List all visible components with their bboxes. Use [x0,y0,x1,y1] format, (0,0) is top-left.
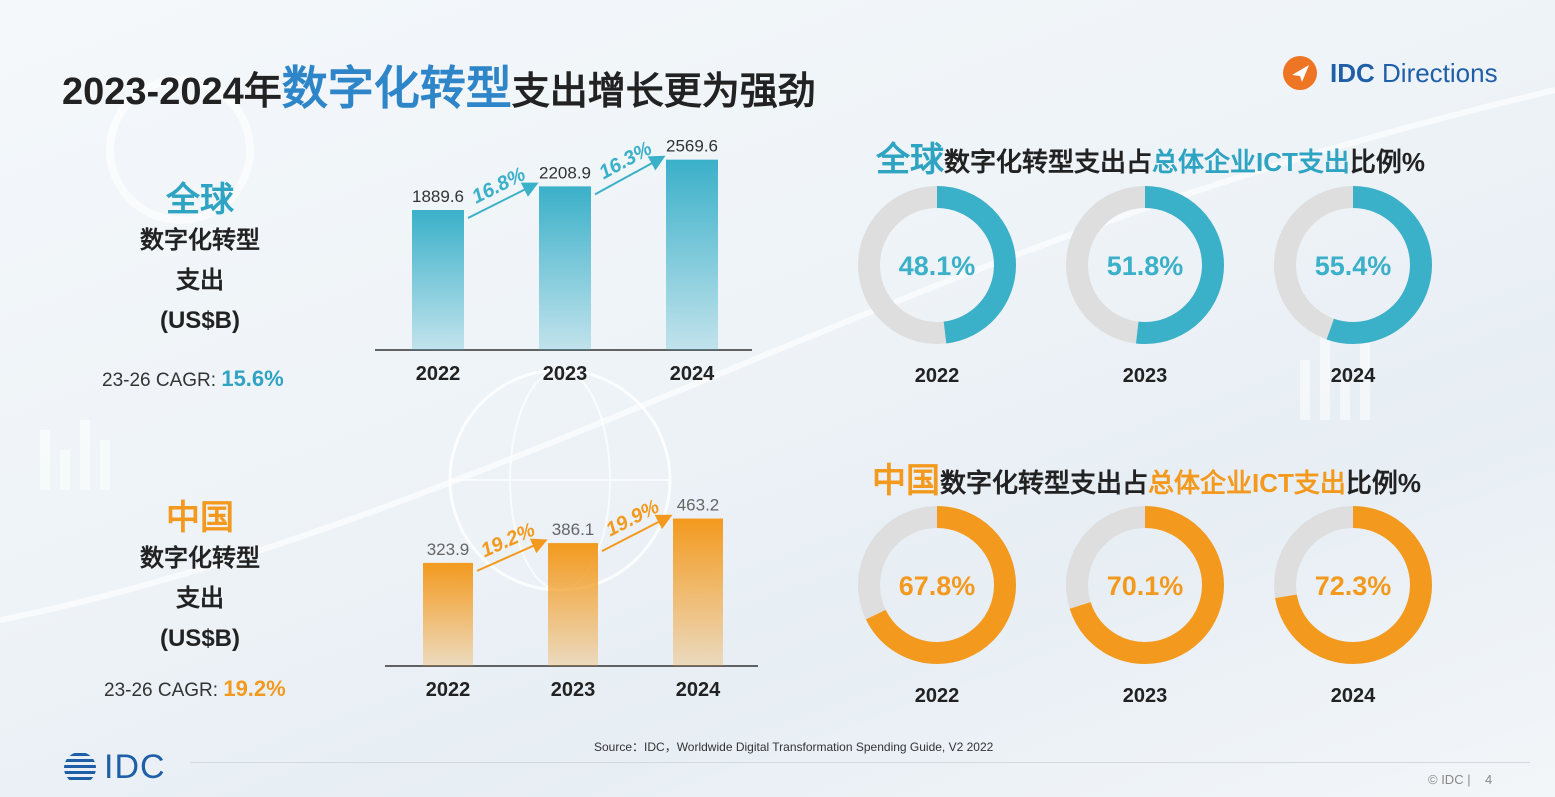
footer-copyright: © IDC | [1428,772,1471,787]
bar-value-label-2024: 463.2 [677,496,720,515]
bar-value-label-2022: 1889.6 [412,187,464,206]
global-sub-1: 数字化转型 [140,227,260,254]
donut-slice-2023 [1066,506,1224,664]
donut-slice-2022 [858,506,1016,664]
idc-logo-text: IDC [104,748,166,786]
global-share-title-region: 全球 [876,141,944,179]
page-number: 4 [1485,772,1493,787]
idc-directions-logo: IDC Directions [1282,55,1498,91]
donut-value-label-2022: 48.1% [899,251,976,281]
growth-arrow-2 [601,514,673,552]
global-share-title: 全球数字化转型支出占总体企业ICT支出比例% [876,132,1425,181]
donut-slice-2023 [1066,186,1224,344]
growth-label-1: 19.2% [478,519,539,562]
bar-2022 [423,562,473,666]
global-share-donuts: 48.1% 2022 51.8% 2023 55.4% 2024 [858,186,1432,387]
bar-2023 [539,186,591,350]
donut-year-label-2022: 2022 [915,685,960,707]
x-tick-label-2022: 2022 [426,679,471,701]
global-share-title-a: 数字化转型支出占 [944,147,1153,177]
donut-slice-2022 [858,186,1016,344]
global-cagr: 23-26 CAGR: 15.6% [102,366,284,392]
global-share-title-b: 总体企业ICT支出 [1152,147,1350,177]
china-cagr: 23-26 CAGR: 19.2% [104,676,286,702]
x-tick-label-2022: 2022 [416,363,461,385]
logo-brand: IDC [1330,57,1375,88]
china-spending-label: 中国 数字化转型 支出 (US$B) [110,490,290,659]
china-sub-1: 数字化转型 [140,545,260,572]
growth-arrow-1 [467,182,539,219]
footer-divider [190,762,1530,763]
donut-year-label-2023: 2023 [1123,685,1168,707]
global-share-title-c: 比例% [1349,147,1426,177]
donut-value-label-2023: 51.8% [1107,251,1184,281]
bar-value-label-2023: 386.1 [552,520,595,539]
global-cagr-value: 15.6% [221,366,284,391]
compass-icon [1283,56,1317,90]
x-tick-label-2024: 2024 [676,679,721,701]
global-spending-label: 全球 数字化转型 支出 (US$B) [110,172,290,341]
growth-arrow-2 [594,155,666,196]
x-tick-label-2023: 2023 [551,679,596,701]
globe-lines-icon [64,752,96,780]
bar-value-label-2022: 323.9 [427,540,470,559]
china-cagr-label: 23-26 CAGR: [104,680,224,701]
china-share-title-c: 比例% [1345,468,1422,498]
donut-value-label-2022: 67.8% [899,571,976,601]
donut-value-label-2023: 70.1% [1107,571,1184,601]
donut-value-label-2024: 72.3% [1315,571,1392,601]
bar-2024 [666,159,718,350]
bar-2023 [548,543,598,666]
x-tick-label-2023: 2023 [543,363,588,385]
china-sub-3: (US$B) [159,625,240,652]
china-share-title-b: 总体企业ICT支出 [1148,468,1346,498]
donut-year-label-2024: 2024 [1331,365,1376,387]
title-highlight: 数字化转型 [281,62,512,114]
donut-value-label-2024: 55.4% [1315,251,1392,281]
idc-logo: IDC [62,748,166,787]
footer: © IDC | 4 [1428,772,1492,787]
x-tick-label-2024: 2024 [670,363,715,385]
growth-arrow-1 [476,538,548,572]
title-suffix: 支出增长更为强劲 [511,71,816,113]
logo-product: Directions [1382,57,1498,88]
title-prefix: 2023-2024年 [62,71,282,113]
page-title: 2023-2024年数字化转型支出增长更为强劲 [62,52,816,118]
global-cagr-label: 23-26 CAGR: [102,370,222,391]
donut-year-label-2022: 2022 [915,365,960,387]
china-share-title: 中国数字化转型支出占总体企业ICT支出比例% [872,453,1421,502]
china-share-title-a: 数字化转型支出占 [940,468,1149,498]
bar-2024 [673,518,723,666]
china-share-title-region: 中国 [872,462,940,500]
donut-year-label-2023: 2023 [1123,365,1168,387]
china-share-donuts: 67.8% 2022 70.1% 2023 72.3% 2024 [858,506,1432,707]
donut-slice-2024 [1274,506,1432,664]
global-sub-3: (US$B) [159,307,240,334]
china-cagr-value: 19.2% [223,676,286,701]
china-region-name: 中国 [166,499,234,537]
bar-2022 [412,210,464,350]
source-note: Source：IDC，Worldwide Digital Transformat… [594,740,994,754]
donut-year-label-2024: 2024 [1331,685,1376,707]
global-region-name: 全球 [166,181,234,219]
bar-value-label-2024: 2569.6 [666,137,718,156]
china-sub-2: 支出 [176,585,224,612]
bar-value-label-2023: 2208.9 [539,163,591,182]
global-sub-2: 支出 [176,267,224,294]
donut-slice-2024 [1274,186,1432,344]
